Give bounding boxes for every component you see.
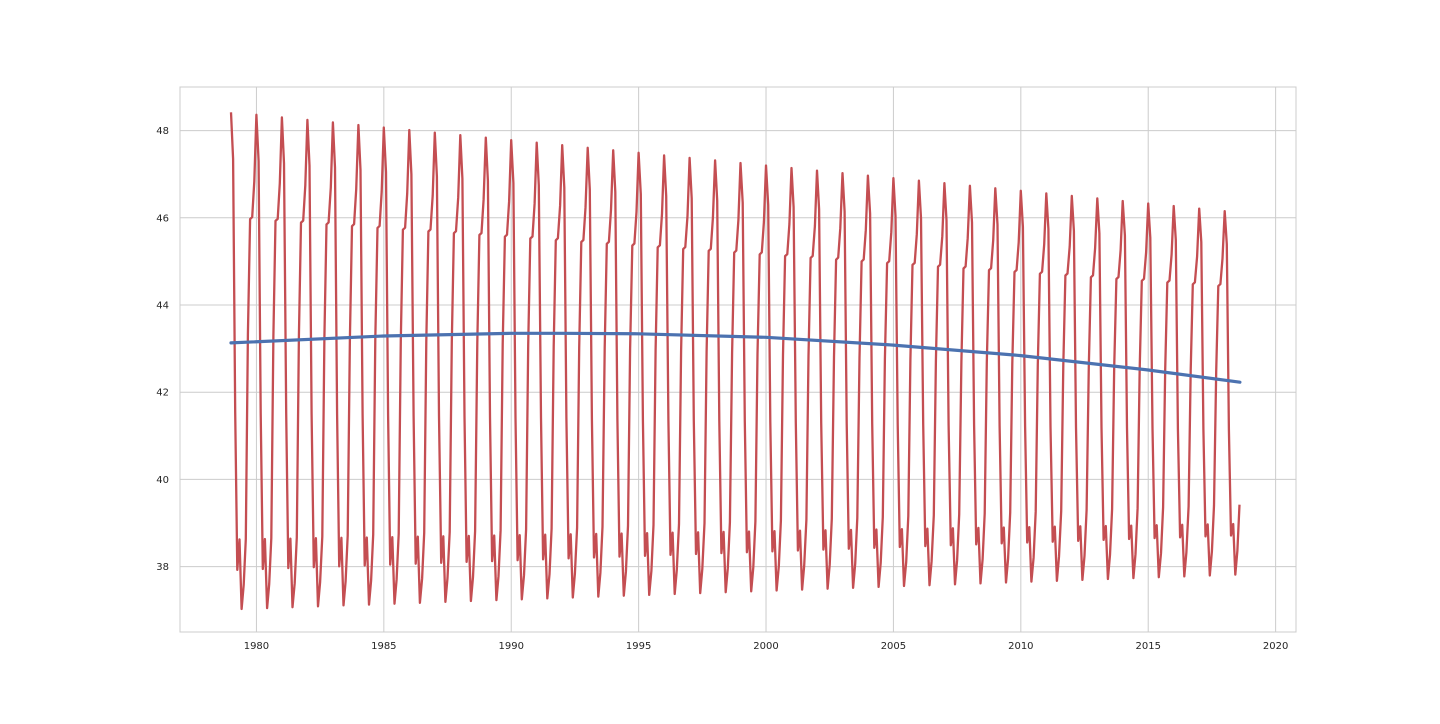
plot-frame bbox=[179, 86, 1297, 633]
series bbox=[229, 112, 1242, 611]
x-tick-label: 1995 bbox=[626, 641, 651, 652]
x-tick-label: 2020 bbox=[1263, 641, 1288, 652]
x-tick-label: 1980 bbox=[244, 641, 269, 652]
x-tick-label: 1985 bbox=[371, 641, 396, 652]
series-line-trend bbox=[229, 331, 1242, 384]
ticks: 1980 1985 1990 1995 2000 2005 2010 2015 2020 38 40… bbox=[156, 126, 1288, 652]
y-tick-label: 46 bbox=[156, 213, 169, 224]
y-tick-label: 44 bbox=[156, 301, 169, 312]
x-tick-label: 1990 bbox=[499, 641, 524, 652]
x-tick-label: 2015 bbox=[1135, 641, 1160, 652]
x-tick-label: 2005 bbox=[881, 641, 906, 652]
y-tick-label: 42 bbox=[156, 388, 169, 399]
series-line-seasonal bbox=[229, 112, 1241, 611]
x-tick-label: 2000 bbox=[753, 641, 778, 652]
x-tick-label: 2010 bbox=[1008, 641, 1033, 652]
y-tick-label: 48 bbox=[156, 126, 169, 137]
y-tick-label: 38 bbox=[156, 562, 169, 573]
y-tick-label: 40 bbox=[156, 475, 169, 486]
